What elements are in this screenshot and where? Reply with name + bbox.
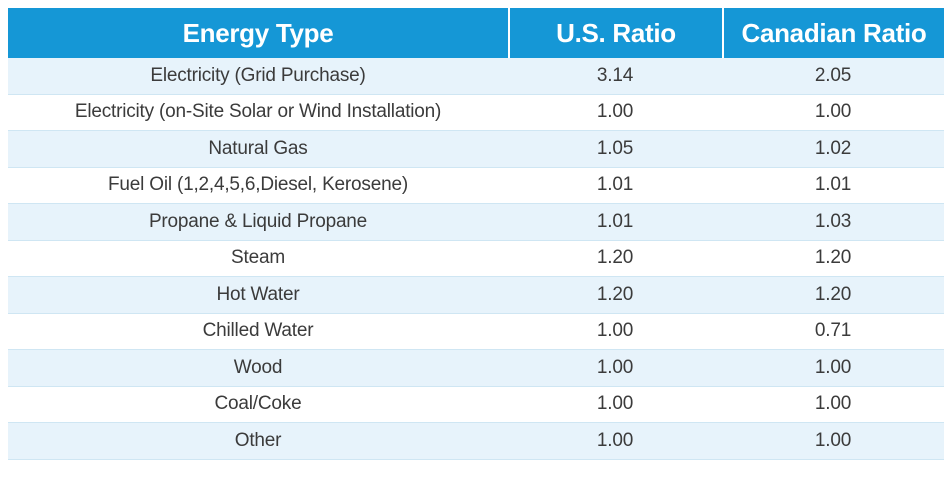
cell-canadian-ratio: 1.01	[722, 167, 944, 204]
cell-us-ratio: 1.00	[508, 386, 722, 423]
cell-us-ratio: 1.00	[508, 423, 722, 460]
header-canadian-ratio: Canadian Ratio	[722, 8, 944, 58]
cell-canadian-ratio: 1.00	[722, 423, 944, 460]
cell-canadian-ratio: 0.71	[722, 313, 944, 350]
table-row: Hot Water 1.20 1.20	[8, 277, 944, 314]
cell-energy-type: Chilled Water	[8, 313, 508, 350]
cell-energy-type: Steam	[8, 240, 508, 277]
table-row: Electricity (Grid Purchase) 3.14 2.05	[8, 58, 944, 95]
cell-canadian-ratio: 1.20	[722, 277, 944, 314]
cell-canadian-ratio: 1.03	[722, 204, 944, 241]
cell-us-ratio: 1.01	[508, 167, 722, 204]
energy-ratio-table: Energy Type U.S. Ratio Canadian Ratio El…	[8, 8, 944, 460]
header-us-ratio: U.S. Ratio	[508, 8, 722, 58]
table-row: Natural Gas 1.05 1.02	[8, 131, 944, 168]
table-body: Electricity (Grid Purchase) 3.14 2.05 El…	[8, 58, 944, 460]
cell-energy-type: Natural Gas	[8, 131, 508, 168]
cell-energy-type: Coal/Coke	[8, 386, 508, 423]
table-row: Steam 1.20 1.20	[8, 240, 944, 277]
table-row: Electricity (on-Site Solar or Wind Insta…	[8, 94, 944, 131]
table-row: Chilled Water 1.00 0.71	[8, 313, 944, 350]
cell-us-ratio: 1.20	[508, 240, 722, 277]
table-header-row: Energy Type U.S. Ratio Canadian Ratio	[8, 8, 944, 58]
table-row: Coal/Coke 1.00 1.00	[8, 386, 944, 423]
table-row: Wood 1.00 1.00	[8, 350, 944, 387]
cell-canadian-ratio: 2.05	[722, 58, 944, 95]
cell-energy-type: Electricity (Grid Purchase)	[8, 58, 508, 95]
cell-energy-type: Propane & Liquid Propane	[8, 204, 508, 241]
cell-us-ratio: 1.00	[508, 94, 722, 131]
header-energy-type: Energy Type	[8, 8, 508, 58]
cell-energy-type: Electricity (on-Site Solar or Wind Insta…	[8, 94, 508, 131]
cell-canadian-ratio: 1.00	[722, 386, 944, 423]
header-canadian-ratio-label: Canadian Ratio	[741, 18, 927, 48]
table-row: Propane & Liquid Propane 1.01 1.03	[8, 204, 944, 241]
cell-us-ratio: 3.14	[508, 58, 722, 95]
cell-us-ratio: 1.01	[508, 204, 722, 241]
cell-energy-type: Fuel Oil (1,2,4,5,6,Diesel, Kerosene)	[8, 167, 508, 204]
header-us-ratio-label: U.S. Ratio	[556, 18, 676, 48]
table-row: Other 1.00 1.00	[8, 423, 944, 460]
cell-canadian-ratio: 1.00	[722, 94, 944, 131]
cell-us-ratio: 1.00	[508, 350, 722, 387]
cell-us-ratio: 1.05	[508, 131, 722, 168]
cell-canadian-ratio: 1.02	[722, 131, 944, 168]
cell-energy-type: Wood	[8, 350, 508, 387]
cell-energy-type: Hot Water	[8, 277, 508, 314]
header-energy-type-label: Energy Type	[182, 18, 334, 48]
cell-canadian-ratio: 1.20	[722, 240, 944, 277]
cell-canadian-ratio: 1.00	[722, 350, 944, 387]
table-row: Fuel Oil (1,2,4,5,6,Diesel, Kerosene) 1.…	[8, 167, 944, 204]
cell-us-ratio: 1.20	[508, 277, 722, 314]
cell-energy-type: Other	[8, 423, 508, 460]
cell-us-ratio: 1.00	[508, 313, 722, 350]
